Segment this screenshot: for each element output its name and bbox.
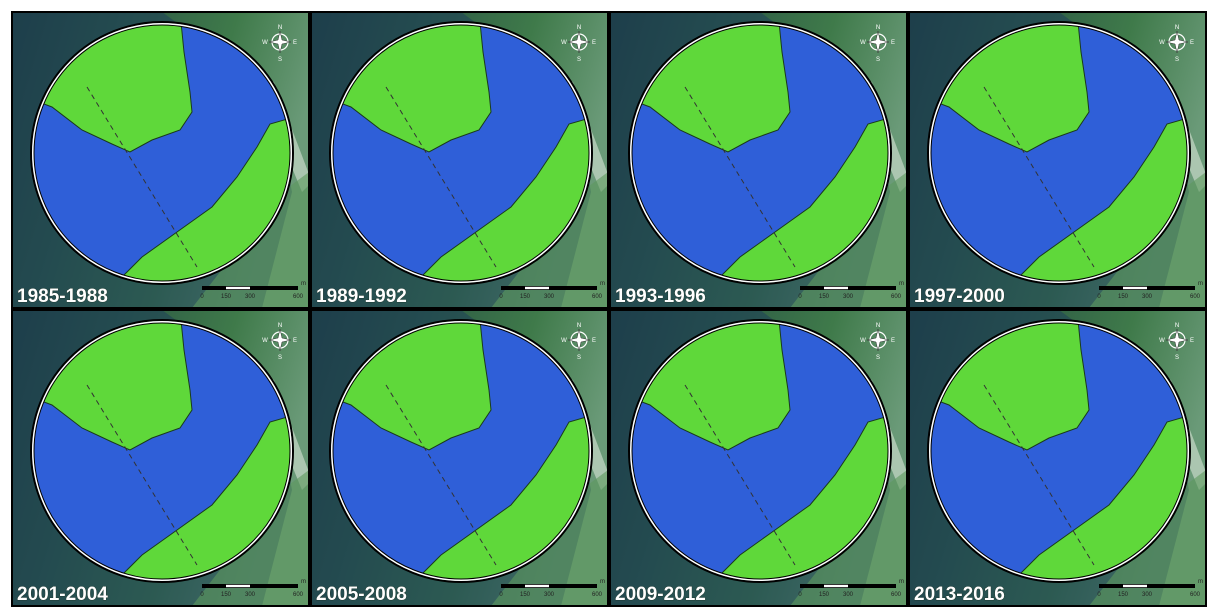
compass-n: N: [278, 25, 282, 31]
compass-s: S: [876, 57, 880, 63]
scale-label: 150: [819, 294, 830, 300]
compass-e: E: [1190, 338, 1194, 344]
scale-segment: [1123, 585, 1147, 587]
compass-w: W: [1159, 40, 1165, 46]
compass-e: E: [891, 338, 895, 344]
scale-label: 600: [592, 592, 603, 598]
map-panel: NSEW0150300600m1993-1996: [610, 12, 910, 312]
scale-label: 300: [843, 294, 854, 300]
scale-label: 150: [520, 294, 531, 300]
period-label: 2013-2016: [914, 584, 1005, 605]
compass-s: S: [577, 355, 581, 361]
compass-w: W: [860, 338, 866, 344]
scale-label: 300: [1142, 294, 1153, 300]
compass-n: N: [876, 25, 880, 31]
map-panel: NSEW0150300600m1985-1988: [12, 12, 312, 312]
compass-w: W: [262, 338, 268, 344]
compass-n: N: [278, 323, 282, 329]
scale-label: 150: [819, 592, 830, 598]
scale-label: 300: [245, 294, 256, 300]
compass-n: N: [1175, 323, 1179, 329]
scale-label: 300: [544, 294, 555, 300]
compass-n: N: [1175, 25, 1179, 31]
compass-n: N: [876, 323, 880, 329]
scale-segment: [525, 585, 549, 587]
compass-e: E: [293, 40, 297, 46]
compass-e: E: [1190, 40, 1194, 46]
compass-w: W: [262, 40, 268, 46]
map-panel: NSEW0150300600m2009-2012: [610, 310, 910, 610]
compass-w: W: [860, 40, 866, 46]
compass-n: N: [577, 25, 581, 31]
scale-label: 300: [544, 592, 555, 598]
compass-w: W: [1159, 338, 1165, 344]
period-label: 1989-1992: [316, 286, 407, 307]
scale-segment: [1123, 287, 1147, 289]
scale-label: 300: [843, 592, 854, 598]
scale-label: 150: [520, 592, 531, 598]
scale-label: 600: [891, 294, 902, 300]
scale-segment: [226, 585, 250, 587]
scale-unit: m: [600, 281, 605, 287]
scale-label: 150: [221, 294, 232, 300]
scale-label: 600: [592, 294, 603, 300]
figure: NSEW0150300600m1985-1988NSEW0150300600m1…: [0, 0, 1209, 612]
scale-unit: m: [600, 579, 605, 585]
compass-s: S: [577, 57, 581, 63]
scale-unit: m: [899, 579, 904, 585]
scale-label: 600: [293, 592, 304, 598]
scale-unit: m: [301, 579, 306, 585]
period-label: 2005-2008: [316, 584, 407, 605]
map-panel: NSEW0150300600m1989-1992: [311, 12, 611, 312]
compass-e: E: [293, 338, 297, 344]
scale-label: 150: [1118, 294, 1129, 300]
scale-label: 600: [1190, 592, 1201, 598]
compass-e: E: [891, 40, 895, 46]
map-panel: NSEW0150300600m2013-2016: [909, 310, 1209, 610]
compass-n: N: [577, 323, 581, 329]
scale-label: 150: [1118, 592, 1129, 598]
period-label: 2001-2004: [17, 584, 108, 605]
page: {"panels":[{"label":"1985-1988"},{"label…: [0, 0, 1209, 612]
scale-segment: [824, 287, 848, 289]
compass-e: E: [592, 338, 596, 344]
compass-e: E: [592, 40, 596, 46]
scale-label: 300: [245, 592, 256, 598]
scale-unit: m: [899, 281, 904, 287]
period-label: 1997-2000: [914, 286, 1005, 307]
compass-s: S: [876, 355, 880, 361]
compass-s: S: [278, 355, 282, 361]
scale-segment: [525, 287, 549, 289]
compass-w: W: [561, 338, 567, 344]
compass-s: S: [1175, 355, 1179, 361]
scale-segment: [824, 585, 848, 587]
scale-label: 150: [221, 592, 232, 598]
period-label: 1985-1988: [17, 286, 108, 307]
period-label: 2009-2012: [615, 584, 706, 605]
scale-label: 600: [891, 592, 902, 598]
period-label: 1993-1996: [615, 286, 706, 307]
compass-s: S: [278, 57, 282, 63]
scale-segment: [226, 287, 250, 289]
scale-unit: m: [301, 281, 306, 287]
compass-s: S: [1175, 57, 1179, 63]
scale-label: 600: [1190, 294, 1201, 300]
scale-label: 600: [293, 294, 304, 300]
scale-label: 300: [1142, 592, 1153, 598]
scale-unit: m: [1198, 579, 1203, 585]
compass-w: W: [561, 40, 567, 46]
scale-unit: m: [1198, 281, 1203, 287]
map-panel: NSEW0150300600m2005-2008: [311, 310, 611, 610]
